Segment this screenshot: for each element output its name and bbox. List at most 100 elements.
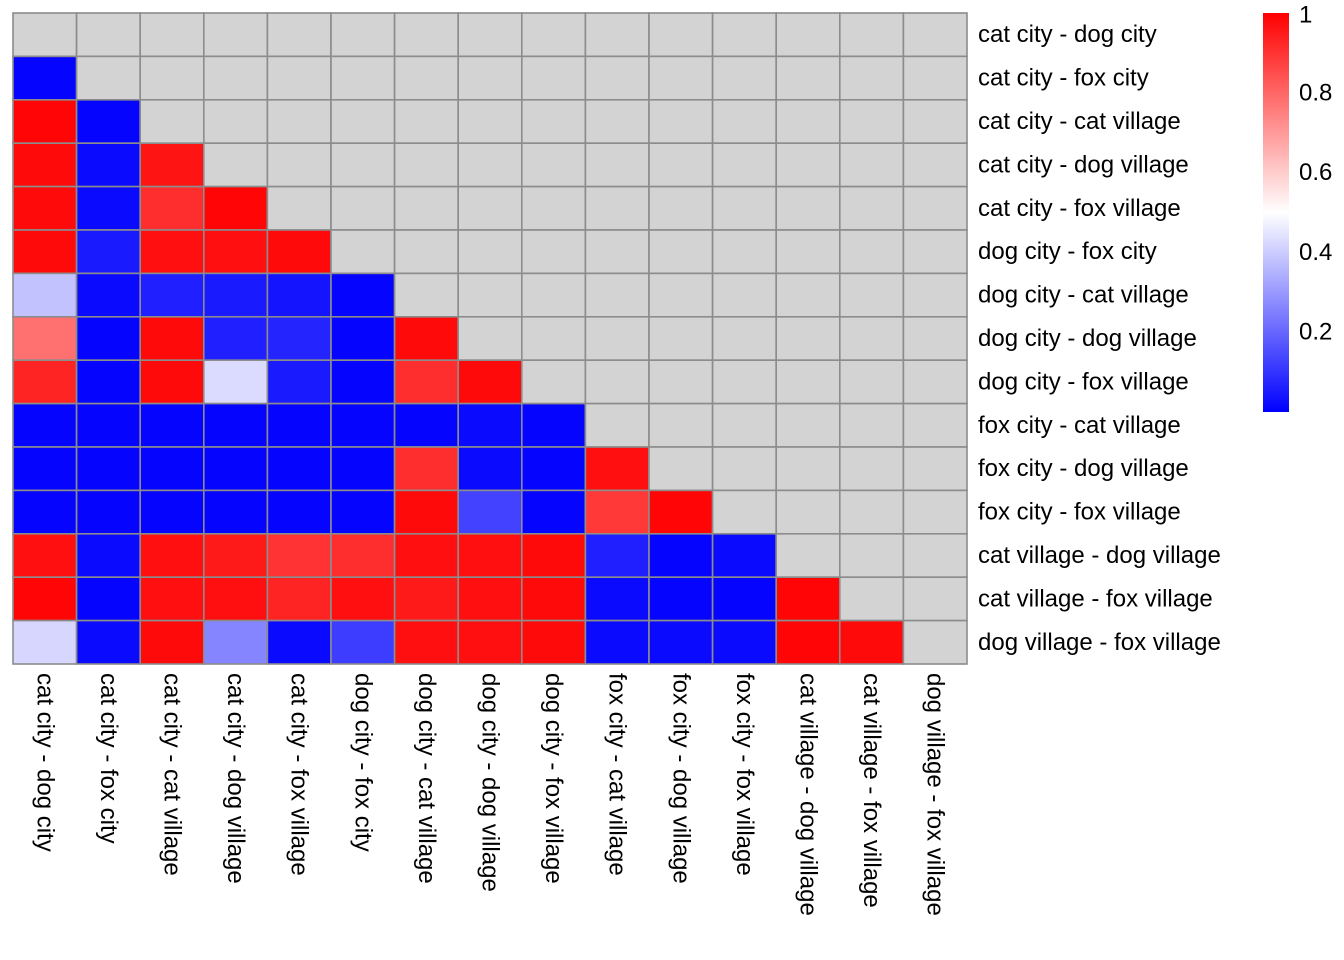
heatmap-cell xyxy=(648,55,714,101)
heatmap-cell xyxy=(393,402,460,448)
heatmap-cell xyxy=(520,55,587,101)
heatmap-cell xyxy=(203,446,269,492)
heatmap-cell xyxy=(12,185,78,231)
heatmap-cell xyxy=(330,55,396,101)
heatmap-cell xyxy=(12,359,78,405)
heatmap-cell xyxy=(457,402,523,448)
heatmap-cell xyxy=(775,99,841,145)
legend-tick-label: 1 xyxy=(1299,2,1312,29)
heatmap-cell xyxy=(520,315,587,361)
heatmap-cell xyxy=(393,55,460,101)
heatmap-cell xyxy=(584,402,650,448)
heatmap-cell xyxy=(393,576,460,622)
heatmap-cell xyxy=(902,99,968,145)
heatmap-cell xyxy=(902,576,968,622)
heatmap-cell xyxy=(330,12,396,58)
row-label: fox city - fox village xyxy=(978,499,1181,526)
heatmap-cell xyxy=(75,99,141,145)
heatmap-cell xyxy=(139,185,205,231)
heatmap-cell xyxy=(266,619,332,665)
heatmap-cell xyxy=(266,489,332,535)
heatmap-cell xyxy=(75,446,141,492)
heatmap-cell xyxy=(139,142,205,188)
heatmap-cell xyxy=(520,402,587,448)
heatmap-cell xyxy=(711,229,777,275)
heatmap-cell xyxy=(520,99,587,145)
heatmap-cell xyxy=(75,229,141,275)
heatmap-cell xyxy=(584,185,650,231)
column-label: fox city - cat village xyxy=(604,673,631,876)
heatmap-cell xyxy=(203,272,269,318)
heatmap-cell xyxy=(775,489,841,535)
heatmap-cell xyxy=(75,619,141,665)
heatmap-cell xyxy=(75,12,141,58)
heatmap-cell xyxy=(902,402,968,448)
heatmap-cell xyxy=(648,272,714,318)
column-label: cat city - cat village xyxy=(159,673,186,876)
heatmap-cell xyxy=(139,315,205,361)
heatmap-cell xyxy=(520,576,587,622)
row-label: dog city - cat village xyxy=(978,282,1189,309)
heatmap-cell xyxy=(648,489,714,535)
heatmap-cell xyxy=(393,359,460,405)
row-labels: cat city - dog city cat city - fox city ca… xyxy=(978,21,1221,656)
heatmap-cell xyxy=(584,55,650,101)
heatmap-cell xyxy=(139,272,205,318)
heatmap-cell xyxy=(393,489,460,535)
column-label: cat village - dog village xyxy=(795,673,822,916)
heatmap-cell xyxy=(266,142,332,188)
heatmap-cell xyxy=(457,229,523,275)
column-label: cat village - fox village xyxy=(858,673,885,908)
heatmap-cell xyxy=(203,99,269,145)
heatmap-cell xyxy=(330,532,396,578)
heatmap-cell xyxy=(12,446,78,492)
heatmap-cell xyxy=(266,446,332,492)
heatmap-cell xyxy=(139,12,205,58)
heatmap-cell xyxy=(203,576,269,622)
heatmap-cell xyxy=(838,532,905,578)
heatmap-cell xyxy=(584,315,650,361)
heatmap-cell xyxy=(139,532,205,578)
heatmap-cell xyxy=(838,489,905,535)
column-label: dog city - fox city xyxy=(349,673,376,852)
heatmap-cell xyxy=(838,402,905,448)
heatmap-cell xyxy=(12,142,78,188)
heatmap-cell xyxy=(12,99,78,145)
heatmap-cell xyxy=(330,185,396,231)
heatmap-cell xyxy=(902,532,968,578)
heatmap-cell xyxy=(775,576,841,622)
heatmap-cell xyxy=(584,619,650,665)
heatmap-cell xyxy=(330,359,396,405)
heatmap-cell xyxy=(203,55,269,101)
heatmap-cell xyxy=(711,55,777,101)
heatmap-cell xyxy=(711,185,777,231)
heatmap-cell xyxy=(711,619,777,665)
heatmap-cell xyxy=(520,12,587,58)
heatmap-cell xyxy=(838,55,905,101)
heatmap-cell xyxy=(266,576,332,622)
heatmap-cell xyxy=(139,576,205,622)
heatmap-cell xyxy=(838,359,905,405)
heatmap-cell xyxy=(775,12,841,58)
heatmap-cell xyxy=(775,185,841,231)
heatmap-cells xyxy=(12,12,968,665)
heatmap-cell xyxy=(775,532,841,578)
heatmap-cell xyxy=(457,446,523,492)
heatmap-cell xyxy=(775,55,841,101)
heatmap-cell xyxy=(711,446,777,492)
heatmap-cell xyxy=(457,55,523,101)
row-label: fox city - cat village xyxy=(978,412,1181,439)
heatmap-cell xyxy=(12,532,78,578)
legend-tick-label: 0.4 xyxy=(1299,239,1332,266)
heatmap-cell xyxy=(584,532,650,578)
heatmap-cell xyxy=(330,229,396,275)
heatmap-cell xyxy=(75,359,141,405)
heatmap-cell xyxy=(775,446,841,492)
heatmap-cell xyxy=(902,12,968,58)
row-label: cat city - fox city xyxy=(978,65,1149,92)
column-label: dog city - cat village xyxy=(413,673,440,884)
heatmap-cell xyxy=(75,315,141,361)
heatmap-cell xyxy=(648,359,714,405)
heatmap-cell xyxy=(520,619,587,665)
